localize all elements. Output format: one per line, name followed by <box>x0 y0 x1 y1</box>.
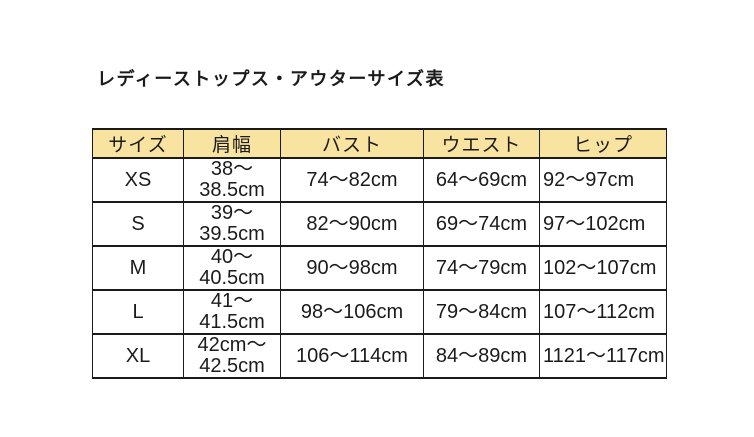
bust-cell: 82〜90cm <box>280 201 424 247</box>
hip-cell: 92〜97cm <box>539 157 667 203</box>
bust-cell: 106〜114cm <box>280 333 424 379</box>
size-cell: M <box>92 245 184 291</box>
column-header-shoulder: 肩幅 <box>183 128 281 159</box>
size-cell: XS <box>92 157 184 203</box>
column-header-hip: ヒップ <box>539 128 667 159</box>
bust-cell: 74〜82cm <box>280 157 424 203</box>
waist-cell: 74〜79cm <box>423 245 540 291</box>
hip-cell: 1121〜117cm <box>539 333 667 379</box>
bust-cell: 98〜106cm <box>280 289 424 335</box>
waist-cell: 69〜74cm <box>423 201 540 247</box>
shoulder-cell: 38〜 38.5cm <box>183 157 281 203</box>
column-header-size: サイズ <box>92 128 184 159</box>
hip-cell: 107〜112cm <box>539 289 667 335</box>
table-row-l: L 41〜 41.5cm 98〜106cm 79〜84cm 107〜112cm <box>92 289 667 335</box>
shoulder-cell: 40〜 40.5cm <box>183 245 281 291</box>
size-table: サイズ 肩幅 バスト ウエスト ヒップ XS 38〜 38.5cm 74〜82c… <box>92 128 667 379</box>
size-cell: XL <box>92 333 184 379</box>
shoulder-cell: 39〜 39.5cm <box>183 201 281 247</box>
size-cell: S <box>92 201 184 247</box>
column-header-bust: バスト <box>280 128 424 159</box>
size-cell: L <box>92 289 184 335</box>
hip-cell: 102〜107cm <box>539 245 667 291</box>
waist-cell: 64〜69cm <box>423 157 540 203</box>
column-header-waist: ウエスト <box>423 128 540 159</box>
table-row-xl: XL 42cm〜 42.5cm 106〜114cm 84〜89cm 1121〜1… <box>92 333 667 379</box>
shoulder-cell: 41〜 41.5cm <box>183 289 281 335</box>
waist-cell: 84〜89cm <box>423 333 540 379</box>
shoulder-cell: 42cm〜 42.5cm <box>183 333 281 379</box>
table-row-m: M 40〜 40.5cm 90〜98cm 74〜79cm 102〜107cm <box>92 245 667 291</box>
hip-cell: 97〜102cm <box>539 201 667 247</box>
page-title: レディーストップス・アウターサイズ表 <box>97 69 445 89</box>
table-row-xs: XS 38〜 38.5cm 74〜82cm 64〜69cm 92〜97cm <box>92 157 667 203</box>
waist-cell: 79〜84cm <box>423 289 540 335</box>
table-header-row: サイズ 肩幅 バスト ウエスト ヒップ <box>92 128 667 159</box>
table-row-s: S 39〜 39.5cm 82〜90cm 69〜74cm 97〜102cm <box>92 201 667 247</box>
bust-cell: 90〜98cm <box>280 245 424 291</box>
